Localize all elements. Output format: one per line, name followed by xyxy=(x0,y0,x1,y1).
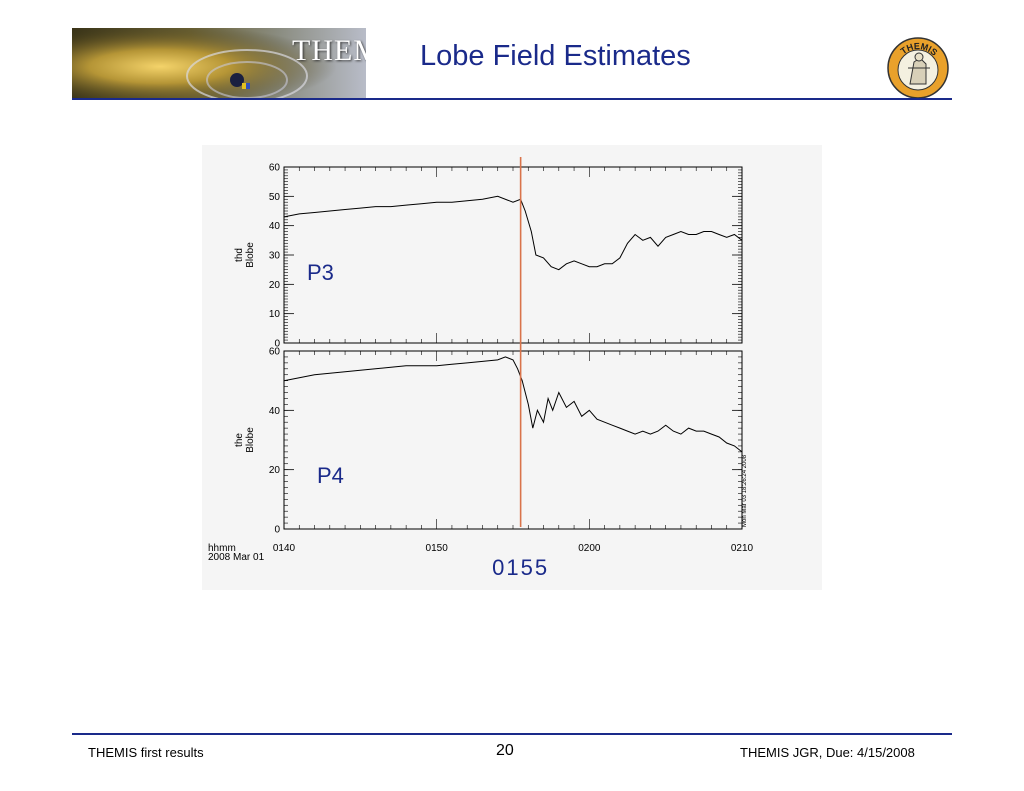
y-tick-label: 60 xyxy=(269,163,281,174)
y-axis-label: thd xyxy=(234,248,245,262)
header-rule xyxy=(72,98,952,100)
event-label: 0155 xyxy=(492,555,549,580)
themis-banner: THEMIS xyxy=(72,28,366,98)
banner-title: THEMIS xyxy=(292,34,366,67)
y-tick-label: 40 xyxy=(269,221,281,232)
x-tick-label: 0150 xyxy=(426,543,449,554)
y-tick-label: 0 xyxy=(274,339,280,350)
footer-rule xyxy=(72,733,952,735)
y-tick-label: 0 xyxy=(274,525,280,536)
y-axis-label: Blobe xyxy=(245,242,256,268)
plot-timestamp: Mon Mar 03 18:26:24 2008 xyxy=(742,454,748,527)
y-tick-label: 30 xyxy=(269,251,281,262)
y-tick-label: 40 xyxy=(269,406,281,417)
x-row-label: 2008 Mar 01 xyxy=(208,552,265,563)
panel-frame xyxy=(283,166,743,344)
x-tick-label: 0210 xyxy=(731,543,754,554)
chart-area: 0 10 20 30 40 50 60 thd Blobe P3 0 20 40 60 the Blobe P4… xyxy=(202,145,822,590)
panel-tag-p4: P4 xyxy=(317,463,344,488)
panel-frame xyxy=(283,350,743,530)
banner-art xyxy=(72,28,366,98)
page-title: Lobe Field Estimates xyxy=(420,40,691,72)
page-number: 20 xyxy=(496,742,514,759)
logo-icon: THEMIS xyxy=(887,37,949,99)
panel-tag-p3: P3 xyxy=(307,260,334,285)
y-tick-label: 20 xyxy=(269,465,281,476)
series-line-p4 xyxy=(283,356,743,453)
y-axis-label: Blobe xyxy=(245,427,256,453)
y-tick-label: 10 xyxy=(269,309,281,320)
series-line-p3 xyxy=(283,195,743,271)
y-tick-label: 50 xyxy=(269,192,281,203)
y-tick-label: 20 xyxy=(269,280,281,291)
x-tick-label: 0140 xyxy=(273,543,296,554)
y-axis-label: the xyxy=(234,433,245,447)
y-tick-label: 60 xyxy=(269,347,281,358)
x-row-label: hhmm xyxy=(208,543,236,554)
themis-logo: THEMIS xyxy=(886,36,950,100)
footer-left: THEMIS first results xyxy=(88,745,204,760)
footer-right: THEMIS JGR, Due: 4/15/2008 xyxy=(740,745,915,760)
x-tick-label: 0200 xyxy=(578,543,601,554)
